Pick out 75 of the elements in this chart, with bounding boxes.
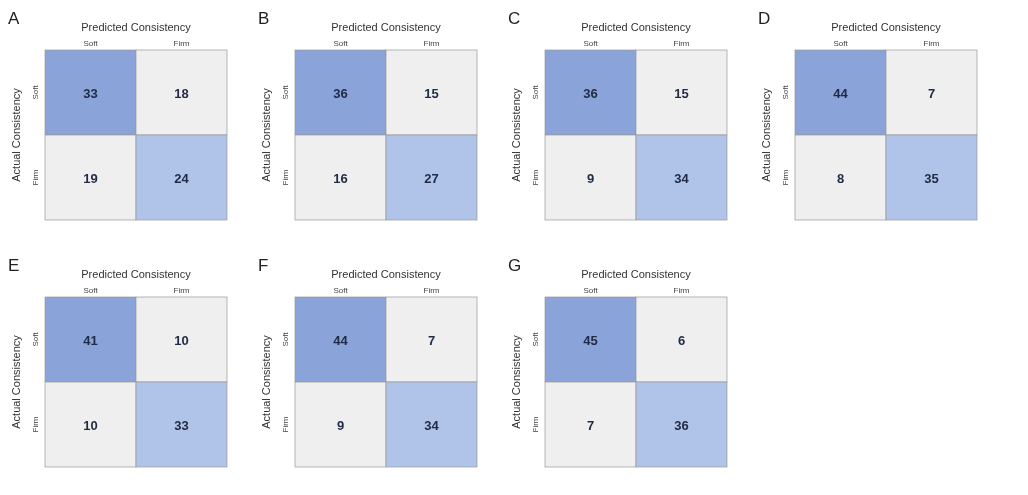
x-tick-label: Firm (173, 286, 190, 295)
data-label: 15 (424, 85, 439, 101)
y-tick-label: Soft (31, 84, 40, 100)
data-label: 19 (83, 170, 98, 186)
x-axis-title: Predicted Consistency (831, 21, 942, 33)
data-label: 18 (174, 85, 189, 101)
data-label: 33 (174, 417, 189, 433)
x-tick-label: Soft (583, 286, 599, 295)
x-axis-title: Predicted Consistency (81, 268, 192, 280)
y-axis-title: Actual Consistency (260, 334, 272, 429)
chart-title: E (8, 256, 20, 275)
data-label: 36 (674, 417, 689, 433)
chart-title: A (8, 9, 20, 28)
data-label: 10 (83, 417, 98, 433)
x-tick-label: Firm (423, 39, 440, 48)
data-label: 9 (586, 170, 595, 186)
y-tick-label: Soft (31, 331, 40, 347)
y-tick-label: Soft (281, 84, 290, 100)
y-tick-label: Firm (31, 416, 40, 433)
y-tick-label: Firm (31, 169, 40, 186)
y-tick-label: Soft (281, 331, 290, 347)
data-label: 7 (927, 85, 936, 101)
x-tick-label: Firm (423, 286, 440, 295)
x-tick-label: Firm (923, 39, 940, 48)
x-tick-label: Soft (833, 39, 849, 48)
x-tick-label: Soft (83, 39, 99, 48)
data-label: 15 (674, 85, 689, 101)
data-label: 27 (424, 170, 439, 186)
x-axis-title: Predicted Consistency (81, 21, 192, 33)
data-label: 7 (427, 332, 436, 348)
x-axis-title: Predicted Consistency (581, 21, 692, 33)
x-tick-label: Firm (173, 39, 190, 48)
data-label: 34 (674, 170, 690, 186)
y-tick-label: Firm (281, 416, 290, 433)
chart-title: C (508, 9, 521, 28)
y-axis-title: Actual Consistency (510, 87, 522, 182)
data-label: 6 (677, 332, 686, 348)
data-label: 44 (833, 85, 849, 101)
y-tick-label: Soft (531, 84, 540, 100)
x-tick-label: Firm (673, 39, 690, 48)
data-label: 10 (174, 332, 189, 348)
chart-title: B (258, 9, 270, 28)
data-label: 33 (83, 85, 98, 101)
data-label: 45 (583, 332, 598, 348)
y-axis-title: Actual Consistency (760, 87, 772, 182)
y-tick-label: Firm (531, 169, 540, 186)
y-tick-label: Soft (531, 331, 540, 347)
data-label: 7 (586, 417, 595, 433)
y-axis-title: Actual Consistency (510, 334, 522, 429)
x-tick-label: Firm (673, 286, 690, 295)
chart-title: D (758, 9, 771, 28)
x-axis-title: Predicted Consistency (331, 21, 442, 33)
y-axis-title: Actual Consistency (10, 87, 22, 182)
chart-title: G (508, 256, 522, 275)
data-label: 16 (333, 170, 348, 186)
data-label: 34 (424, 417, 440, 433)
data-label: 41 (83, 332, 98, 348)
data-label: 9 (336, 417, 345, 433)
x-tick-label: Soft (333, 286, 349, 295)
y-tick-label: Firm (531, 416, 540, 433)
data-label: 36 (583, 85, 598, 101)
x-tick-label: Soft (333, 39, 349, 48)
chart-title: F (258, 256, 269, 275)
y-axis-title: Actual Consistency (10, 334, 22, 429)
data-label: 44 (333, 332, 349, 348)
y-tick-label: Firm (281, 169, 290, 186)
data-label: 24 (174, 170, 190, 186)
y-axis-title: Actual Consistency (260, 87, 272, 182)
data-label: 8 (836, 170, 845, 186)
x-axis-title: Predicted Consistency (331, 268, 442, 280)
x-tick-label: Soft (83, 286, 99, 295)
data-label: 35 (924, 170, 939, 186)
x-axis-title: Predicted Consistency (581, 268, 692, 280)
x-tick-label: Soft (583, 39, 599, 48)
data-label: 36 (333, 85, 348, 101)
